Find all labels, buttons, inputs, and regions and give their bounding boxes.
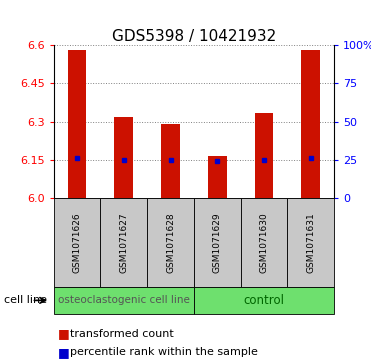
Text: transformed count: transformed count	[70, 329, 174, 339]
Text: GSM1071628: GSM1071628	[166, 212, 175, 273]
Text: GSM1071626: GSM1071626	[73, 212, 82, 273]
Text: GSM1071629: GSM1071629	[213, 212, 222, 273]
Bar	[161, 124, 180, 198]
Bar	[68, 50, 86, 198]
Text: GSM1071627: GSM1071627	[119, 212, 128, 273]
Text: control: control	[243, 294, 285, 307]
Bar	[115, 117, 133, 198]
Text: percentile rank within the sample: percentile rank within the sample	[70, 347, 258, 357]
Title: GDS5398 / 10421932: GDS5398 / 10421932	[112, 29, 276, 44]
Text: osteoclastogenic cell line: osteoclastogenic cell line	[58, 295, 190, 305]
Text: GSM1071631: GSM1071631	[306, 212, 315, 273]
Bar	[255, 113, 273, 198]
Bar	[301, 50, 320, 198]
Text: ■: ■	[58, 327, 69, 340]
Bar	[208, 156, 227, 198]
Text: ■: ■	[58, 346, 69, 359]
Text: cell line: cell line	[4, 295, 47, 305]
Text: GSM1071630: GSM1071630	[259, 212, 268, 273]
